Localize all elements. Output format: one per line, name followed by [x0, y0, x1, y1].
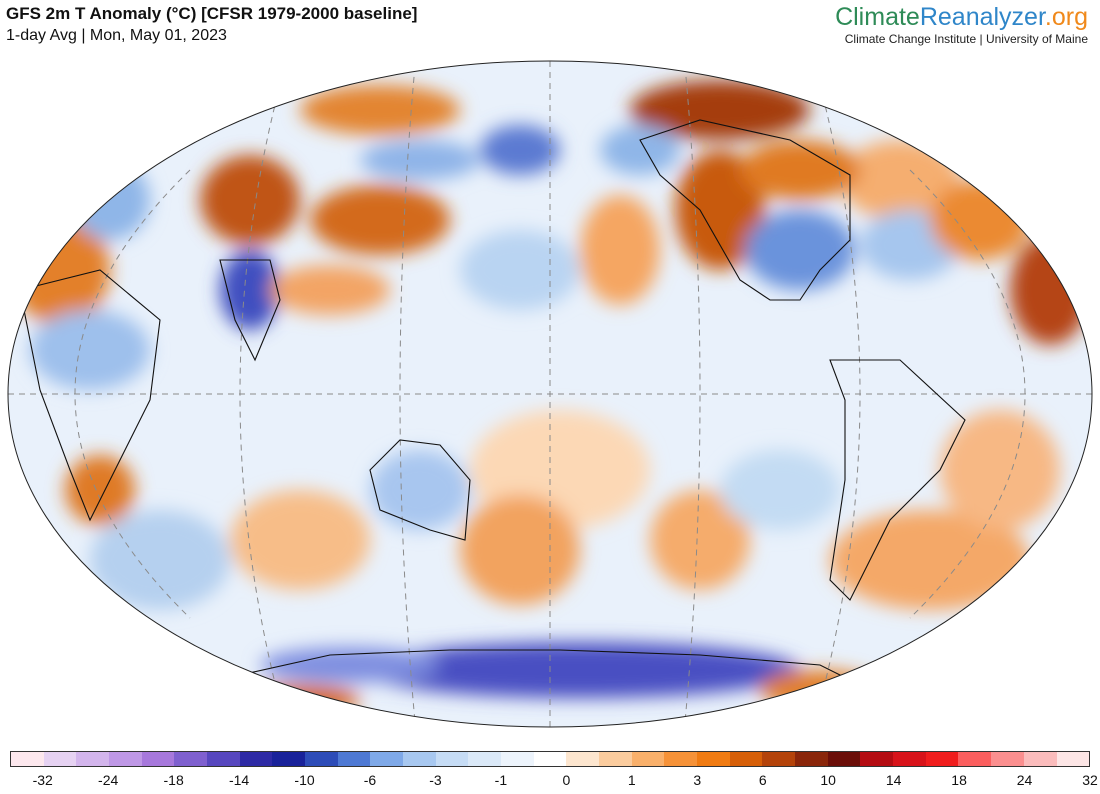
anomaly-patch — [760, 670, 880, 710]
legend-swatch — [141, 752, 175, 766]
anomaly-patch — [630, 80, 810, 140]
anomaly-patch — [840, 140, 960, 220]
anomaly-patch — [220, 250, 280, 330]
legend-swatch — [403, 752, 436, 766]
brand-tagline: Climate Change Institute | University of… — [844, 32, 1088, 46]
legend-swatch — [337, 752, 371, 766]
anomaly-patch — [360, 140, 480, 180]
legend-swatch — [664, 752, 698, 766]
legend-swatch — [729, 752, 763, 766]
globe-border — [7, 60, 1093, 728]
legend-swatch — [370, 752, 404, 766]
legend-tick-label: -14 — [228, 772, 250, 788]
legend-tick-label: 0 — [562, 772, 571, 788]
anomaly-patch — [370, 450, 470, 530]
legend-tick-label: 18 — [951, 772, 967, 788]
legend-tick-label: -3 — [429, 772, 442, 788]
legend-tick-label: -10 — [294, 772, 315, 788]
anomaly-patch — [480, 125, 560, 175]
legend-ticks: -32 -24 -18 -14 -10 -6 -3 -1 0 1 3 6 10 14 18 24 32 — [10, 772, 1098, 792]
legend-tick-label: 24 — [1016, 772, 1033, 788]
legend-tick-label: -18 — [163, 772, 184, 788]
africa-outline — [19, 269, 161, 522]
anomaly-patch — [460, 495, 580, 605]
legend-tick-label: -6 — [363, 772, 377, 788]
legend-swatch — [435, 752, 469, 766]
antarctica-outline — [239, 649, 861, 686]
legend-swatch — [631, 752, 665, 766]
legend-tick-label: -24 — [98, 772, 119, 788]
anomaly-patch — [230, 490, 370, 590]
anomaly-patch — [675, 150, 765, 270]
anomaly-patch — [460, 230, 580, 310]
legend-swatch — [1056, 752, 1090, 766]
legend-swatch — [501, 752, 534, 766]
australia-outline — [369, 439, 471, 541]
anomaly-patch — [90, 510, 230, 610]
legend-swatch — [762, 752, 796, 766]
anomaly-patch — [200, 155, 300, 245]
brand-name-part1: Climate — [835, 3, 920, 31]
north-america-outline — [639, 119, 851, 301]
legend-swatch — [109, 752, 142, 766]
coastlines — [19, 119, 966, 686]
legend-tick-label: 3 — [693, 772, 702, 788]
legend-swatch — [272, 752, 306, 766]
legend-swatch — [860, 752, 894, 766]
map-title: GFS 2m T Anomaly (°C) [CFSR 1979-2000 ba… — [6, 4, 418, 23]
anomaly-patch — [600, 125, 680, 175]
legend-tick-label: 1 — [627, 772, 636, 788]
brand-name-part2: Reanalyzer — [919, 3, 1045, 31]
anomaly-patch — [940, 410, 1060, 530]
legend-swatch — [795, 752, 828, 766]
legend-tick-label: -32 — [32, 772, 53, 788]
legend-tick-label: -1 — [494, 772, 508, 788]
anomaly-patch — [260, 647, 440, 683]
south-america-outline — [829, 359, 966, 601]
india-outline — [219, 259, 281, 362]
legend-swatch — [239, 752, 273, 766]
legend-tick-label: 32 — [1082, 772, 1098, 788]
anomaly-patch — [930, 180, 1030, 260]
brand-name: ClimateReanalyzer.org — [835, 2, 1088, 32]
legend-swatch — [76, 752, 110, 766]
legend-swatch — [174, 752, 208, 766]
anomaly-patch — [650, 490, 750, 590]
legend-swatch — [566, 752, 600, 766]
legend-tick-label: 10 — [820, 772, 836, 788]
legend-swatch — [827, 752, 861, 766]
legend-swatch — [1023, 752, 1057, 766]
anomaly-patch — [30, 310, 150, 390]
legend-swatch — [991, 752, 1024, 766]
anomaly-patch — [270, 265, 390, 315]
legend-tick-label: 6 — [758, 772, 767, 788]
anomaly-patch — [360, 642, 800, 698]
legend-tick-label: 14 — [885, 772, 902, 788]
anomaly-patch — [720, 450, 840, 530]
anomaly-patch — [745, 210, 855, 290]
anomaly-patch — [65, 455, 135, 525]
anomaly-patch — [310, 185, 450, 255]
color-legend — [10, 751, 1090, 767]
legend-swatch — [599, 752, 632, 766]
legend-swatch — [11, 752, 44, 766]
legend-swatch — [893, 752, 926, 766]
map-subtitle: 1-day Avg | Mon, May 01, 2023 — [6, 27, 227, 44]
legend-swatch — [43, 752, 77, 766]
legend-swatch — [207, 752, 240, 766]
brand-logo[interactable]: ClimateReanalyzer.org Climate Change Ins… — [835, 2, 1088, 46]
legend-swatch — [468, 752, 502, 766]
anomaly-patch — [580, 195, 660, 305]
legend-swatch — [697, 752, 730, 766]
brand-name-part3: .org — [1044, 3, 1088, 31]
anomaly-patch — [740, 140, 860, 200]
legend-swatch — [533, 752, 567, 766]
legend-swatch — [958, 752, 992, 766]
anomaly-patch — [300, 85, 460, 135]
anomaly-patch — [1010, 235, 1090, 345]
legend-swatch — [925, 752, 959, 766]
legend-swatch — [305, 752, 338, 766]
